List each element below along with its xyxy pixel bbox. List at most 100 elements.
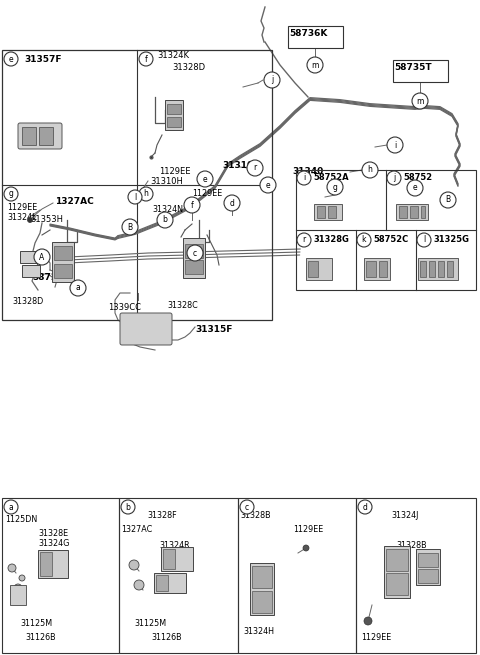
Bar [54,246,72,260]
Bar [379,261,387,277]
Bar [393,60,448,82]
Circle shape [4,52,18,66]
Text: j: j [393,174,395,183]
Text: f: f [144,54,147,64]
Text: 31324L: 31324L [7,214,36,223]
Circle shape [407,180,423,196]
Bar [167,117,181,127]
Text: 31310: 31310 [222,160,253,170]
Circle shape [297,233,311,247]
Text: m: m [416,96,424,105]
Bar [308,261,318,277]
Bar [22,265,40,277]
Circle shape [134,580,144,590]
Bar [156,575,168,591]
Circle shape [358,500,372,514]
Text: a: a [9,502,13,512]
Text: i: i [303,174,305,183]
Text: 31328D: 31328D [12,297,43,307]
Text: 1129EE: 1129EE [192,189,222,198]
Bar [306,258,332,280]
Text: 1129EE: 1129EE [361,633,391,641]
Bar [420,261,426,277]
Bar [314,204,342,220]
Text: 31324K: 31324K [157,52,189,60]
Text: 58735T: 58735T [394,62,432,71]
Circle shape [27,217,33,223]
Text: 31125M: 31125M [20,618,52,627]
Text: i: i [394,141,396,149]
Circle shape [4,187,18,201]
Text: 1129EE: 1129EE [293,525,323,534]
Bar [2,50,272,320]
Bar [54,264,72,278]
Circle shape [157,212,173,228]
FancyBboxPatch shape [120,313,172,345]
Bar [328,206,336,218]
Text: j: j [271,75,273,84]
Circle shape [187,245,203,261]
Bar [250,563,274,615]
Circle shape [122,219,138,235]
Circle shape [70,280,86,296]
Text: k: k [362,236,366,244]
Bar [447,261,453,277]
Text: 31328B: 31328B [396,542,427,550]
Text: r: r [302,236,306,244]
Text: e: e [413,183,417,193]
Bar [252,591,272,613]
Circle shape [412,93,428,109]
Text: d: d [229,198,234,208]
Bar [438,261,444,277]
Text: 31340: 31340 [292,168,323,176]
Text: g: g [333,183,337,191]
Circle shape [440,192,456,208]
Bar [161,547,193,571]
Text: 31324J: 31324J [391,512,419,521]
Circle shape [303,545,309,551]
Circle shape [4,500,18,514]
Bar [429,261,435,277]
Circle shape [8,564,16,572]
Bar [418,258,458,280]
Circle shape [307,57,323,73]
Bar [410,206,418,218]
Text: c: c [245,502,249,512]
Circle shape [224,195,240,211]
Text: g: g [9,189,13,198]
Circle shape [14,584,22,592]
Bar [386,573,408,595]
Text: 31328B: 31328B [240,512,271,521]
Text: 58752: 58752 [403,174,432,183]
Bar [399,206,407,218]
Circle shape [357,233,371,247]
Circle shape [197,171,213,187]
Bar [163,549,175,569]
Text: 31324N: 31324N [152,206,183,214]
Bar [183,238,205,278]
Bar [396,204,428,220]
Text: 1339CC: 1339CC [108,303,141,312]
Bar [418,553,438,567]
Bar [421,206,425,218]
Bar [22,127,36,145]
Text: 58723: 58723 [32,272,63,282]
Text: h: h [368,166,372,174]
Text: l: l [134,193,136,202]
Text: 31328F: 31328F [147,512,177,521]
Circle shape [121,500,135,514]
Text: 31353H: 31353H [30,215,63,225]
Text: 31325G: 31325G [433,236,469,244]
Bar [418,569,438,583]
Text: 1129EE: 1129EE [159,166,191,176]
Circle shape [247,160,263,176]
Text: B: B [127,223,132,231]
Text: 58752A: 58752A [313,174,348,183]
Bar [10,585,26,605]
Bar [185,260,203,274]
Text: f: f [191,200,193,210]
Circle shape [240,500,254,514]
Text: a: a [76,284,80,293]
Text: e: e [9,54,13,64]
Text: 31310H: 31310H [150,176,183,185]
